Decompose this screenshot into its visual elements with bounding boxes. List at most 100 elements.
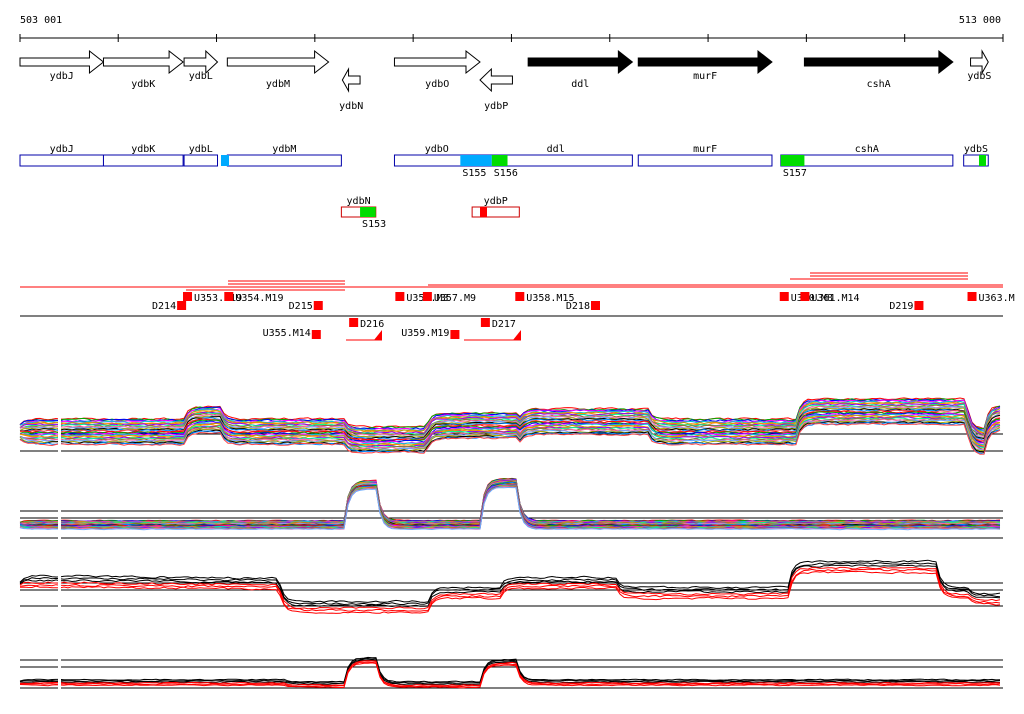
promoter-S156 (491, 155, 508, 166)
segment-label: D217 (492, 319, 516, 330)
segment-marker (590, 301, 600, 310)
operon-box[interactable] (637, 154, 773, 167)
operon-box[interactable] (102, 154, 184, 167)
operon-label: ddl (547, 144, 565, 155)
operon-ydbJ[interactable]: ydbJ (19, 144, 104, 167)
segment-marker (800, 292, 810, 301)
gene-arrow[interactable] (393, 49, 481, 75)
promoter-label: S156 (494, 168, 518, 179)
expression-profile (20, 409, 1001, 442)
segment-label: D216 (360, 319, 384, 330)
gene-ydbL[interactable]: ydbL (183, 49, 219, 82)
gene-arrow[interactable] (527, 49, 634, 75)
expression-profile (19, 402, 1001, 436)
gene-label: ydbS (967, 71, 991, 82)
segment-marker (349, 318, 359, 327)
gene-arrow[interactable] (479, 67, 513, 93)
segment-marker (313, 301, 323, 310)
expression-track-1 (19, 397, 1003, 455)
gene-ydbK[interactable]: ydbK (102, 49, 184, 90)
gene-label: ydbK (131, 79, 155, 90)
segment-label: D219 (889, 301, 913, 312)
expression-profile (19, 662, 1001, 689)
operon-label: ydbL (189, 144, 213, 155)
gene-arrow[interactable] (183, 49, 219, 75)
expression-profile (19, 562, 1001, 606)
operon-marker (221, 155, 229, 166)
segment-end-marker (374, 330, 382, 340)
operon-box[interactable] (963, 154, 989, 167)
gene-arrow[interactable] (19, 49, 105, 75)
operon-box[interactable] (471, 206, 520, 218)
ruler-ticks (19, 34, 1004, 42)
expression-profile (19, 483, 1001, 527)
gene-ydbP[interactable]: ydbP (479, 67, 513, 112)
expression-profile (19, 660, 1001, 687)
gene-label: murF (693, 71, 717, 82)
expression-profile (20, 481, 1001, 526)
expression-profile (19, 656, 1001, 683)
segment-label: D218 (566, 301, 590, 312)
segment-label: U353.M19 (194, 293, 242, 304)
segment-label: U354.M19 (235, 293, 283, 304)
gene-label: ydbJ (50, 71, 74, 82)
expression-profile (19, 566, 1001, 610)
operon-ydbM[interactable]: ydbM (226, 144, 342, 167)
gene-ydbO[interactable]: ydbO (393, 49, 481, 90)
gene-arrow[interactable] (341, 67, 361, 93)
promoter-label: S155 (462, 168, 486, 179)
segment-marker (914, 301, 924, 310)
expression-profile (19, 421, 1001, 455)
expression-profile (19, 422, 1001, 455)
expression-track-2 (19, 477, 1003, 539)
expression-profile (19, 418, 1001, 450)
operon-label: murF (693, 144, 717, 155)
gene-ydbJ[interactable]: ydbJ (19, 49, 105, 82)
gene-arrow[interactable] (803, 49, 954, 75)
operon-label: ydbM (272, 144, 296, 155)
segment-marker (395, 292, 405, 301)
gene-ydbN[interactable]: ydbN (339, 67, 363, 112)
expression-profile (20, 481, 1001, 527)
operon-ydbK[interactable]: ydbK (102, 144, 184, 167)
operon-ydbS[interactable]: ydbS (963, 144, 989, 167)
gene-ydbM[interactable]: ydbM (226, 49, 330, 90)
gene-murF[interactable]: murF (637, 49, 773, 82)
gene-arrow[interactable] (970, 49, 989, 75)
segments-track: U353.M19D214U354.M19D215D216U355.M14U356… (20, 272, 1015, 341)
operon-ydbL[interactable]: ydbL (183, 144, 219, 167)
gene-arrow[interactable] (637, 49, 773, 75)
ruler-start-label: 503 001 (20, 15, 62, 26)
operon-ydbP[interactable]: ydbP (471, 196, 520, 218)
segment-marker (422, 292, 432, 301)
expression-profile (20, 410, 1001, 443)
operons-track: ydbJ ydbK ydbL ydbM ydbO ddl murF cshA ydbS ydbN y… (19, 144, 989, 230)
coordinate-ruler: 503 001 513 000 (19, 15, 1004, 42)
operon-box[interactable] (226, 154, 342, 167)
segment-marker (779, 292, 789, 301)
gene-arrow[interactable] (102, 49, 184, 75)
gene-arrow[interactable] (226, 49, 330, 75)
operon-murF[interactable]: murF (637, 144, 773, 167)
segment-marker (967, 292, 977, 301)
operon-box[interactable] (183, 154, 219, 167)
expression-profile (19, 564, 1001, 608)
operon-label: ydbP (484, 196, 508, 207)
expression-profile (19, 657, 1001, 684)
segment-label: D215 (289, 301, 313, 312)
gene-label: ddl (571, 79, 589, 90)
operon-box[interactable] (780, 154, 954, 167)
gene-label: ydbM (266, 79, 290, 90)
promoter-S155 (460, 155, 492, 166)
operon-cshA[interactable]: cshA (780, 144, 954, 167)
gene-cshA[interactable]: cshA (803, 49, 954, 90)
gene-ddl[interactable]: ddl (527, 49, 634, 90)
operon-label: cshA (855, 144, 879, 155)
promoter-S153 (360, 207, 376, 217)
segment-marker (311, 330, 321, 339)
operon-box[interactable] (19, 154, 104, 167)
expression-profile (19, 419, 1001, 452)
gene-ydbS[interactable]: ydbS (967, 49, 991, 82)
expression-profile (19, 417, 1001, 449)
